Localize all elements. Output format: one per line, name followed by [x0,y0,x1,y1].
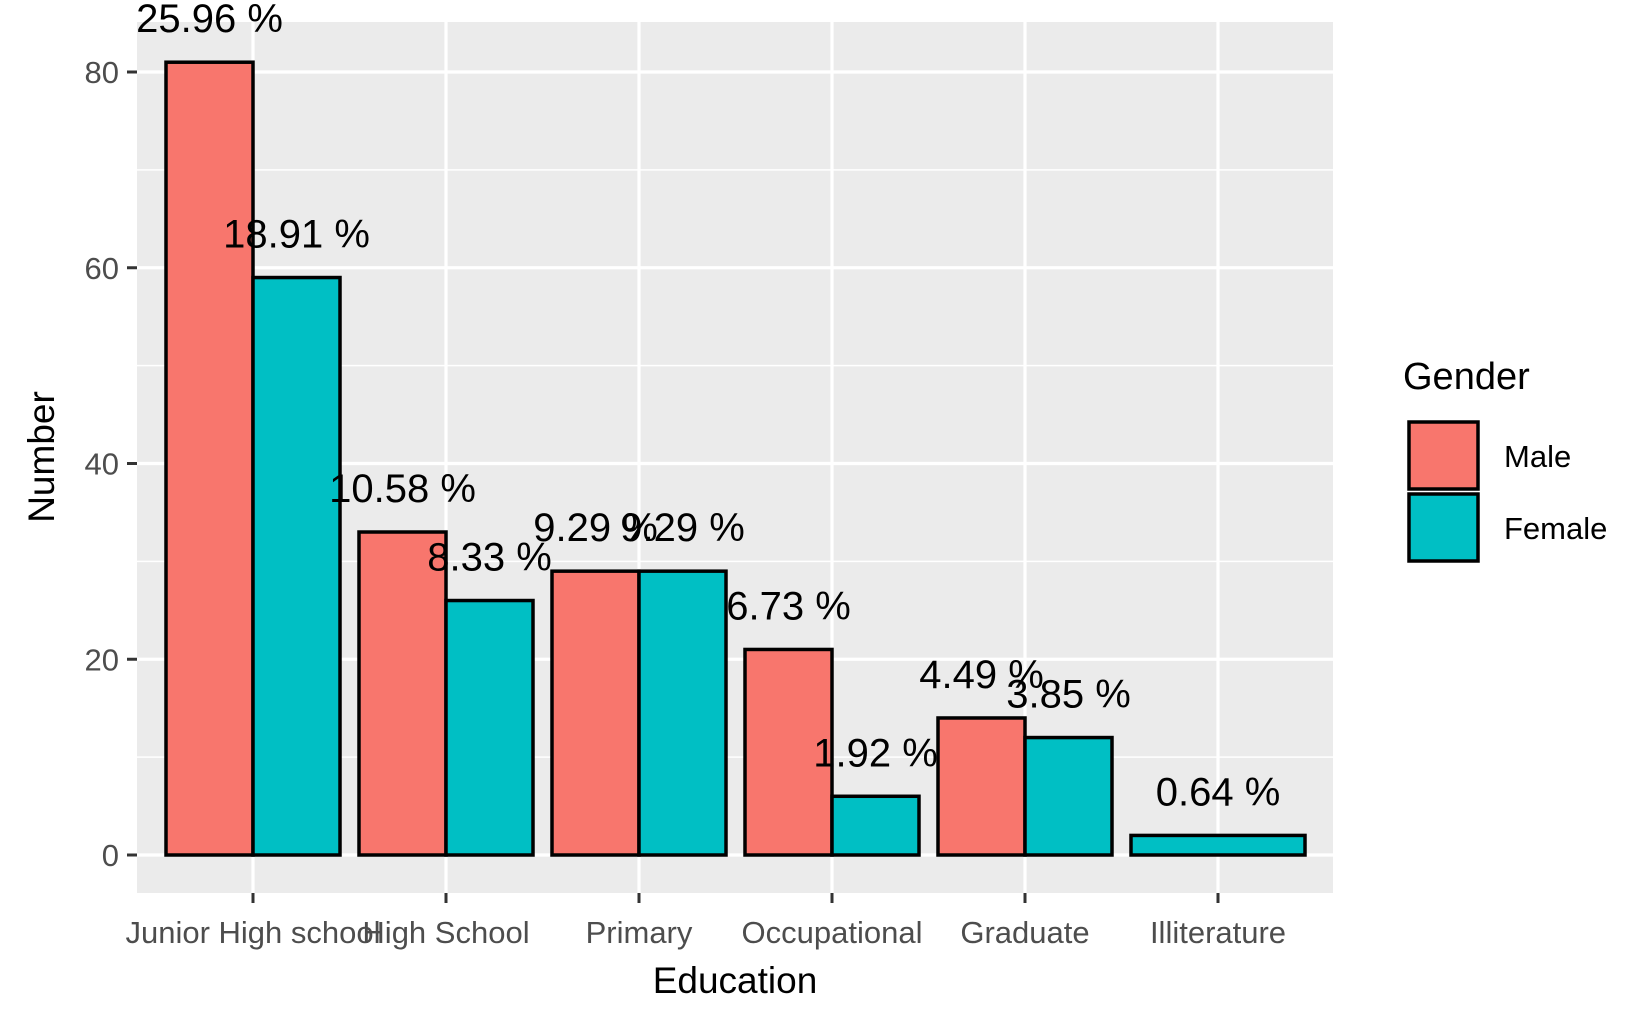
bar-male-2 [550,569,641,857]
y-tick-label: 0 [102,838,119,873]
bar-male-0 [164,60,255,857]
bars-layer [164,60,1307,857]
bar-female-5 [1129,833,1307,857]
y-tick-label: 80 [85,55,119,90]
x-tick-label: High School [362,915,529,950]
bar-male-3 [743,647,834,857]
x-tick-label: Junior High school [125,915,380,950]
data-label: 0.64 % [1156,770,1281,814]
x-tick-label: Primary [586,915,693,950]
data-label: 18.91 % [223,213,370,257]
bar-female-0 [251,275,342,857]
legend-label-male: Male [1504,439,1571,474]
x-tick-label: Occupational [742,915,923,950]
data-label: 9.29 % [533,506,658,550]
data-labels-layer: 25.96 %18.91 %10.58 %8.33 %9.29 %9.29 %6… [136,0,1280,814]
legend-key-male [1407,420,1480,491]
x-tick-label: Illiterature [1150,915,1286,950]
data-label: 4.49 % [919,653,1044,697]
legend-title: Gender [1403,356,1530,398]
y-tick-label: 60 [85,251,119,286]
y-axis-title: Number [21,391,62,523]
x-tick-label: Graduate [960,915,1089,950]
x-axis-title: Education [653,960,818,1001]
bar-female-2 [637,569,728,857]
bar-female-3 [830,794,921,857]
legend: Gender Male Female [1403,356,1607,563]
data-label: 3.85 % [1006,673,1131,717]
data-label: 8.33 % [427,536,552,580]
y-tick-label: 20 [85,642,119,677]
bar-male-1 [357,530,448,857]
y-axis: 0 20 40 60 80 [85,55,137,873]
bar-male-4 [936,716,1027,857]
legend-key-female [1407,492,1480,563]
data-label: 10.58 % [329,467,476,511]
bar-female-4 [1023,735,1114,857]
legend-label-female: Female [1504,511,1607,546]
bar-female-1 [444,598,535,857]
data-label: 6.73 % [726,584,851,628]
data-label: 9.29 % [620,506,745,550]
data-label: 1.92 % [813,731,938,775]
y-tick-label: 40 [85,447,119,482]
data-label: 25.96 % [136,0,283,41]
